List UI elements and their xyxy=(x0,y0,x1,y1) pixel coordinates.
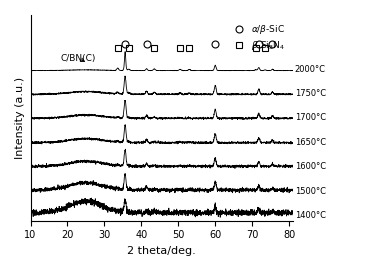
X-axis label: 2 theta/deg.: 2 theta/deg. xyxy=(127,246,196,256)
Text: 1700°C: 1700°C xyxy=(295,113,326,122)
Text: 2000°C: 2000°C xyxy=(295,64,326,73)
Text: 1750°C: 1750°C xyxy=(295,89,326,98)
Text: 1500°C: 1500°C xyxy=(295,187,326,196)
Y-axis label: Intensity (a.u.): Intensity (a.u.) xyxy=(15,77,25,159)
Text: 1400°C: 1400°C xyxy=(295,211,326,220)
Legend: $\alpha$/$\beta$-SiC, $\beta$-Si$_3$N$_4$: $\alpha$/$\beta$-SiC, $\beta$-Si$_3$N$_4… xyxy=(226,20,288,56)
Text: 1650°C: 1650°C xyxy=(295,138,326,147)
Text: 1600°C: 1600°C xyxy=(295,162,326,171)
Text: C/BN(C): C/BN(C) xyxy=(61,54,96,63)
